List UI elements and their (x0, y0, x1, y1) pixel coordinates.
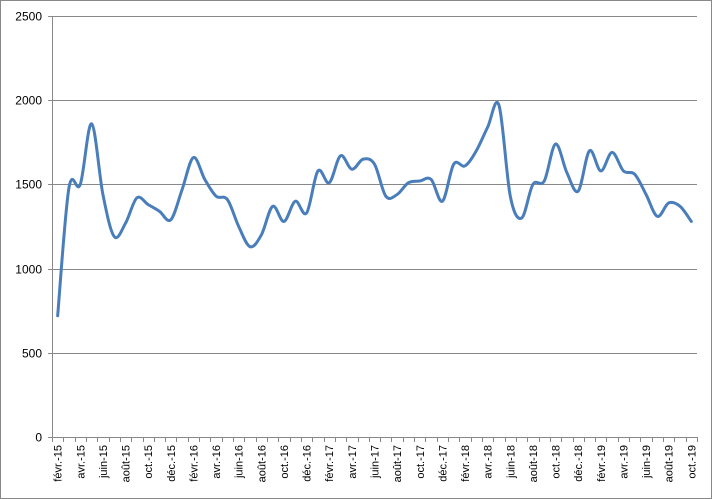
y-tick-label: 0 (35, 431, 42, 445)
x-tick-label: août-18 (528, 445, 540, 482)
x-tick-label: août-15 (121, 445, 133, 482)
x-tick-label: déc.-17 (437, 445, 449, 482)
x-tick-label: févr.-15 (53, 445, 65, 482)
x-tick-label: avr.-16 (211, 445, 223, 479)
x-tick-label: févr.-16 (188, 445, 200, 482)
y-tick-label: 500 (22, 347, 42, 361)
x-tick-label: avr.-18 (483, 445, 495, 479)
x-tick-label: oct.-19 (686, 445, 698, 479)
x-tick-label: juin-16 (234, 445, 246, 479)
x-tick-label: févr.-17 (324, 445, 336, 482)
x-tick-label: oct.-15 (143, 445, 155, 479)
x-axis-tick-labels: févr.-15 avr.-15 juin-15 août-15 oct.-15 déc.… (53, 445, 699, 482)
x-tick-label: juin-18 (505, 445, 517, 479)
series-line (56, 101, 693, 318)
axes (48, 16, 698, 442)
x-tick-label: juin-19 (641, 445, 653, 479)
x-tick-label: avr.-15 (75, 445, 87, 479)
x-tick-label: août-16 (256, 445, 268, 482)
x-tick-label: déc.-18 (573, 445, 585, 482)
y-tick-label: 1000 (15, 263, 42, 277)
x-tick-label: déc.-15 (166, 445, 178, 482)
x-tick-label: août-17 (392, 445, 404, 482)
x-tick-label: juin-15 (98, 445, 110, 479)
x-tick-label: oct.-17 (415, 445, 427, 479)
series-layer (56, 101, 693, 318)
x-tick-label: déc.-16 (302, 445, 314, 482)
y-axis-tick-labels: 0 500 1000 1500 2000 2500 (15, 10, 42, 445)
x-tick-label: oct.-16 (279, 445, 291, 479)
x-tick-label: févr.-19 (596, 445, 608, 482)
gridlines (52, 16, 697, 354)
x-tick-label: oct.-18 (551, 445, 563, 479)
x-tick-label: avr.-17 (347, 445, 359, 479)
y-tick-label: 2500 (15, 10, 42, 24)
y-tick-label: 1500 (15, 178, 42, 192)
x-tick-label: févr.-18 (460, 445, 472, 482)
x-tick-label: juin-17 (370, 445, 382, 479)
x-tick-label: avr.-19 (618, 445, 630, 479)
y-tick-label: 2000 (15, 94, 42, 108)
x-tick-label: août-19 (664, 445, 676, 482)
